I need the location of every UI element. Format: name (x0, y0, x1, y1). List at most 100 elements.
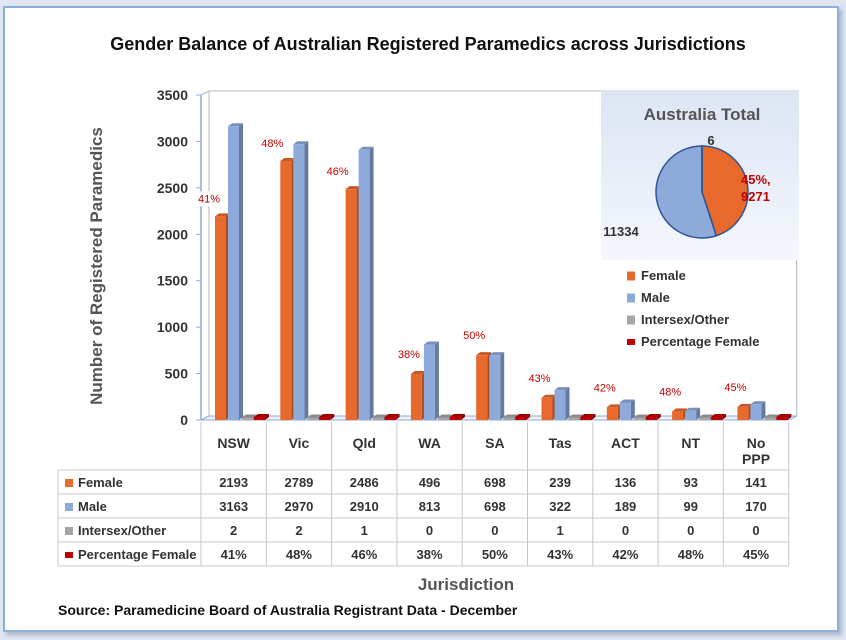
y-tick-label: 0 (180, 412, 188, 428)
table-cell: 0 (687, 523, 694, 538)
table-cell: 38% (417, 547, 443, 562)
percent-label-bg (525, 370, 554, 386)
bar-front (503, 417, 515, 420)
bar-front (489, 355, 501, 420)
chart-frame: Gender Balance of Australian Registered … (3, 6, 839, 632)
row-legend-key (65, 479, 73, 487)
bar-top (776, 414, 792, 417)
bar-percentage-female (384, 414, 400, 420)
bar-side (369, 146, 374, 421)
bar-top (515, 414, 531, 417)
bar-front (358, 149, 370, 421)
bar-top (372, 414, 388, 418)
table-cell: 2 (295, 523, 302, 538)
bar-top (737, 403, 753, 407)
bar-female (280, 158, 296, 420)
bar-side (526, 414, 531, 420)
bar-front (568, 417, 580, 420)
row-legend-key (65, 527, 73, 535)
bar-front (254, 417, 265, 420)
table-cell: 0 (491, 523, 498, 538)
table-cell: 136 (615, 475, 637, 490)
bar-side (500, 352, 505, 420)
bar-side (330, 414, 335, 420)
bar-side (630, 399, 635, 420)
bar-top (476, 352, 492, 356)
row-label: Female (78, 475, 123, 490)
bar-top (242, 414, 257, 418)
pie-label-female-value: 9271 (741, 189, 770, 204)
percent-label-text: 43% (528, 373, 550, 385)
bar-front (685, 410, 697, 420)
bar-percentage-female (776, 414, 792, 420)
bar-percentage-female (254, 414, 269, 420)
pie-slice-male (655, 145, 718, 239)
percent-label: 45% (721, 379, 750, 395)
table-cell: 1 (361, 523, 368, 538)
bar-female (606, 404, 622, 420)
table-cell: 141 (745, 475, 767, 490)
legend-key (627, 315, 635, 325)
table-cell: 93 (684, 475, 698, 490)
bar-front (410, 373, 422, 420)
row-legend-key (65, 503, 73, 511)
inset-title: Australia Total (644, 105, 761, 124)
row-legend-key (65, 552, 73, 558)
x-tick-label: No (747, 435, 766, 451)
bar-front (711, 417, 723, 420)
bar-front (633, 417, 645, 420)
table-cell: 170 (745, 499, 767, 514)
bar-front (372, 417, 384, 420)
x-tick-label: SA (485, 435, 504, 451)
bar-top (503, 414, 519, 418)
table-cell: 813 (419, 499, 441, 514)
table-cell: 99 (684, 499, 698, 514)
bar-female (672, 408, 688, 420)
table-cell: 698 (484, 499, 506, 514)
bar-male (358, 146, 374, 421)
bar-front (764, 417, 776, 420)
bar-front (554, 390, 566, 420)
x-tick-label: Tas (549, 435, 572, 451)
legend-label: Female (641, 268, 686, 283)
bar-front (645, 417, 657, 420)
table-cell: 2 (230, 523, 237, 538)
chart: Gender Balance of Australian Registered … (57, 34, 799, 618)
bar-percentage-female (580, 414, 596, 420)
legend-key (627, 271, 635, 281)
table-cell: 2486 (350, 475, 379, 490)
y-tick-label: 1000 (157, 319, 188, 335)
bar-top (750, 401, 766, 405)
bar-front (476, 355, 488, 420)
bar-front (606, 407, 618, 420)
percent-label-bg (258, 136, 287, 152)
bar-front (672, 411, 684, 420)
bar-side (460, 414, 465, 420)
table-cell: 42% (612, 547, 638, 562)
percent-label-bg (590, 380, 619, 396)
table-cell: 698 (484, 475, 506, 490)
percent-label: 42% (590, 380, 619, 396)
y-tick-label: 1500 (157, 273, 188, 289)
bar-front (280, 161, 292, 420)
legend-label: Intersex/Other (641, 312, 729, 327)
row-label: Male (78, 499, 107, 514)
bar-male (619, 399, 635, 420)
bar-front (737, 406, 749, 420)
percent-label: 43% (525, 370, 554, 386)
bar-front (384, 417, 396, 420)
bar-front (307, 417, 319, 420)
bar-side (395, 414, 400, 420)
y-tick-label: 2500 (157, 180, 188, 196)
bar-side (265, 414, 269, 420)
bar-front (215, 216, 226, 420)
table-cell: 2193 (219, 475, 248, 490)
pie-slice-female (701, 145, 749, 237)
bar-side (239, 123, 243, 421)
bar-male (554, 387, 570, 420)
table-cell: 0 (752, 523, 759, 538)
bar-top (554, 387, 570, 391)
bar-side (591, 414, 596, 420)
bar-top (319, 414, 335, 417)
